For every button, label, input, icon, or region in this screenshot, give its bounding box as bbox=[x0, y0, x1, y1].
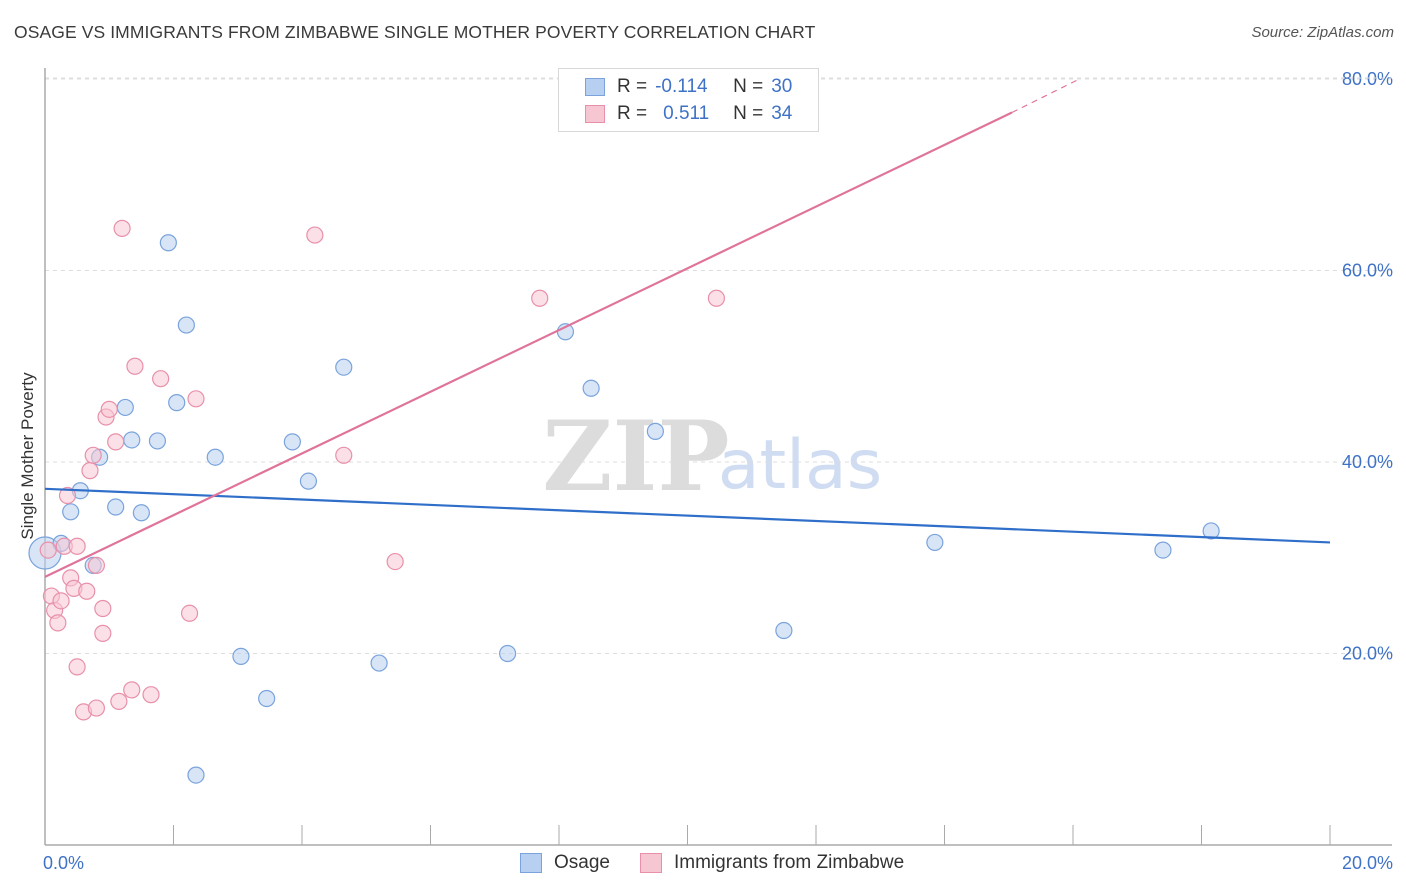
y-tick-label: 80.0% bbox=[1342, 69, 1393, 89]
zimbabwe-point bbox=[94, 624, 112, 642]
zimbabwe-point bbox=[52, 592, 70, 610]
x-tick-label: 0.0% bbox=[43, 853, 84, 873]
osage-point bbox=[187, 766, 205, 784]
legend-r-value: -0.114 bbox=[655, 76, 708, 97]
zimbabwe-point bbox=[152, 370, 170, 388]
zimbabwe-point bbox=[39, 541, 57, 559]
osage-point bbox=[582, 379, 600, 397]
osage-swatch bbox=[585, 78, 605, 96]
osage-point bbox=[123, 431, 141, 449]
zimbabwe-point bbox=[68, 658, 86, 676]
zimbabwe-point bbox=[94, 599, 112, 618]
zimbabwe-swatch bbox=[585, 105, 605, 123]
legend-n-value: 34 bbox=[771, 103, 793, 124]
osage-point bbox=[1154, 541, 1172, 559]
osage-point bbox=[206, 448, 224, 466]
zimbabwe-point bbox=[110, 692, 128, 710]
osage-point bbox=[159, 234, 177, 252]
osage-point bbox=[258, 689, 276, 708]
zimbabwe-point bbox=[123, 681, 141, 699]
zimbabwe-point bbox=[386, 552, 404, 571]
series-legend-osage: Osage bbox=[520, 852, 610, 874]
legend-n-label: N = bbox=[733, 103, 764, 124]
series-legend-label: Immigrants from Zimbabwe bbox=[674, 852, 905, 873]
zimbabwe-point bbox=[100, 400, 118, 418]
zimbabwe-point bbox=[84, 446, 102, 464]
correlation-legend: R = -0.114 N = 30 R = 0.511 N = 34 bbox=[558, 68, 819, 132]
y-axis-label: Single Mother Poverty bbox=[18, 372, 37, 540]
series-legend: Osage Immigrants from Zimbabwe bbox=[0, 852, 1406, 878]
series-legend-zimbabwe: Immigrants from Zimbabwe bbox=[640, 852, 904, 874]
watermark-atlas: atlas bbox=[718, 426, 882, 505]
osage-point bbox=[775, 621, 793, 640]
legend-r-label: R = bbox=[617, 76, 648, 97]
zimbabwe-trend-line bbox=[44, 111, 1013, 578]
zimbabwe-point bbox=[187, 390, 205, 408]
legend-row-zimbabwe: R = 0.511 N = 34 bbox=[585, 101, 792, 127]
osage-point bbox=[926, 533, 944, 552]
zimbabwe-point bbox=[180, 604, 199, 622]
zimbabwe-legend-swatch bbox=[640, 853, 662, 873]
osage-point bbox=[177, 316, 195, 334]
legend-row-osage: R = -0.114 N = 30 bbox=[585, 74, 792, 100]
osage-point bbox=[168, 394, 186, 412]
legend-r-label: R = bbox=[617, 103, 648, 124]
zimbabwe-trend-line bbox=[1011, 78, 1080, 114]
osage-point bbox=[299, 472, 318, 490]
osage-point bbox=[283, 433, 301, 451]
osage-trend-line bbox=[44, 487, 1331, 544]
zimbabwe-point bbox=[78, 582, 96, 600]
series-legend-label: Osage bbox=[554, 852, 610, 873]
zimbabwe-point bbox=[87, 699, 106, 717]
zimbabwe-point bbox=[126, 357, 144, 375]
watermark-zip: ZIP bbox=[542, 400, 729, 513]
osage-point bbox=[370, 654, 388, 672]
osage-point bbox=[132, 504, 150, 522]
zimbabwe-point bbox=[49, 614, 67, 632]
zimbabwe-point bbox=[107, 433, 125, 451]
zimbabwe-point bbox=[58, 486, 77, 505]
legend-n-label: N = bbox=[733, 76, 764, 97]
y-tick-label: 20.0% bbox=[1342, 644, 1393, 664]
zimbabwe-point bbox=[707, 289, 726, 307]
zimbabwe-point bbox=[68, 537, 86, 555]
zimbabwe-point bbox=[87, 556, 106, 575]
osage-point bbox=[116, 398, 134, 417]
osage-point bbox=[62, 503, 80, 521]
zimbabwe-point bbox=[306, 226, 324, 244]
chart-title: OSAGE VS IMMIGRANTS FROM ZIMBABWE SINGLE… bbox=[14, 22, 816, 42]
x-tick-label: 20.0% bbox=[1342, 853, 1393, 873]
source-label: Source: ZipAtlas.com bbox=[1251, 24, 1394, 41]
osage-point bbox=[148, 432, 167, 450]
legend-r-value: 0.511 bbox=[663, 103, 710, 124]
osage-point bbox=[335, 358, 353, 376]
osage-point bbox=[1202, 522, 1220, 540]
zimbabwe-point bbox=[142, 686, 160, 704]
zimbabwe-point bbox=[81, 462, 99, 480]
zimbabwe-point bbox=[531, 289, 549, 307]
osage-point bbox=[499, 644, 517, 663]
y-tick-label: 60.0% bbox=[1342, 261, 1393, 281]
zimbabwe-point bbox=[113, 219, 131, 237]
osage-point bbox=[232, 647, 250, 665]
osage-point bbox=[646, 422, 664, 440]
y-tick-label: 40.0% bbox=[1342, 452, 1393, 472]
osage-legend-swatch bbox=[520, 853, 542, 873]
zimbabwe-point bbox=[335, 446, 353, 464]
legend-n-value: 30 bbox=[771, 76, 793, 97]
osage-point bbox=[107, 498, 125, 516]
